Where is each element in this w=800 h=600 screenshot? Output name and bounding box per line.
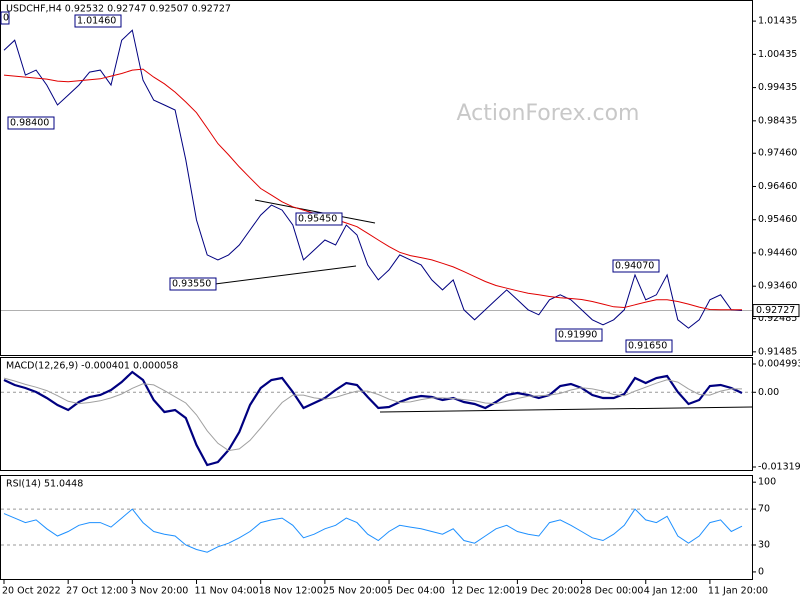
panel-title: MACD(12,26,9) -0.000401 0.000058 [6, 361, 178, 372]
series-line [3, 508, 743, 553]
y-tick-label: 100 [758, 477, 776, 488]
y-tick-label: 0.91485 [758, 346, 797, 357]
macd-panel [0, 357, 753, 471]
price-annotation-box [555, 328, 603, 342]
y-tick-label: 0.93460 [758, 281, 797, 292]
y-tick-label: 0.92485 [758, 313, 797, 324]
price-annotation-box [625, 339, 673, 353]
trend-line [254, 199, 376, 224]
y-tick-label: 1.00435 [758, 49, 797, 60]
price-annotation: 0.91990 [558, 330, 597, 341]
x-tick-label: 25 Nov 20:00 [323, 586, 387, 597]
x-tick-label: 19 Dec 20:00 [515, 586, 579, 597]
series-line [3, 68, 742, 311]
x-tick-label: 12 Dec 12:00 [451, 586, 515, 597]
y-tick-label: 1.01435 [758, 16, 797, 27]
price-annotation-box [0, 11, 10, 25]
y-tick-label: 0.00 [758, 387, 779, 398]
x-tick-label: 11 Jan 20:00 [708, 586, 768, 597]
y-tick-label: 0.96460 [758, 181, 797, 192]
price-annotation-box [169, 277, 217, 291]
y-tick-label: 0 [758, 566, 764, 577]
x-tick-label: 27 Oct 12:00 [66, 586, 128, 597]
x-tick-label: 11 Nov 04:00 [195, 586, 259, 597]
price-annotation: 0 [3, 13, 9, 24]
y-tick-label: 70 [758, 504, 770, 515]
y-tick-label: 0.95460 [758, 214, 797, 225]
price-annotation-box [7, 116, 55, 130]
y-tick-label: 0.94460 [758, 247, 797, 258]
y-tick-label: 0.97460 [758, 148, 797, 159]
price-annotation-box [295, 212, 343, 226]
current-price-label: 0.92727 [756, 305, 795, 316]
price-annotation: 1.01460 [77, 16, 116, 27]
y-tick-label: 0.004993 [758, 359, 800, 370]
trend-line [214, 265, 357, 285]
price-annotation-box [612, 259, 660, 273]
rsi-panel [0, 475, 753, 580]
series-line [3, 377, 742, 452]
panel-title: RSI(14) 51.0448 [6, 479, 83, 490]
price-panel [0, 0, 753, 356]
price-annotation: 0.94070 [615, 261, 654, 272]
series-line [3, 370, 743, 467]
x-tick-label: 5 Dec 04:00 [387, 586, 445, 597]
x-tick-label: 18 Nov 12:00 [259, 586, 323, 597]
current-price-box [752, 304, 800, 318]
trend-line [379, 406, 753, 413]
x-tick-label: 20 Oct 2022 [2, 586, 61, 597]
x-tick-label: 3 Nov 20:00 [130, 586, 188, 597]
y-tick-label: 0.98435 [758, 115, 797, 126]
series-line [3, 29, 743, 329]
x-tick-label: 28 Dec 00:00 [580, 586, 644, 597]
price-annotation: 0.98400 [10, 118, 49, 129]
watermark: ActionForex.com [457, 101, 640, 126]
y-tick-label: 30 [758, 540, 770, 551]
x-tick-label: 4 Jan 12:00 [644, 586, 698, 597]
y-tick-label: 0.99435 [758, 82, 797, 93]
price-annotation: 0.91650 [628, 341, 667, 352]
panel-title: USDCHF,H4 0.92532 0.92747 0.92507 0.9272… [6, 4, 231, 15]
price-annotation-box [74, 14, 122, 28]
price-annotation: 0.95450 [298, 214, 337, 225]
y-tick-label: -0.013193 [758, 461, 800, 472]
price-annotation: 0.93550 [172, 279, 211, 290]
